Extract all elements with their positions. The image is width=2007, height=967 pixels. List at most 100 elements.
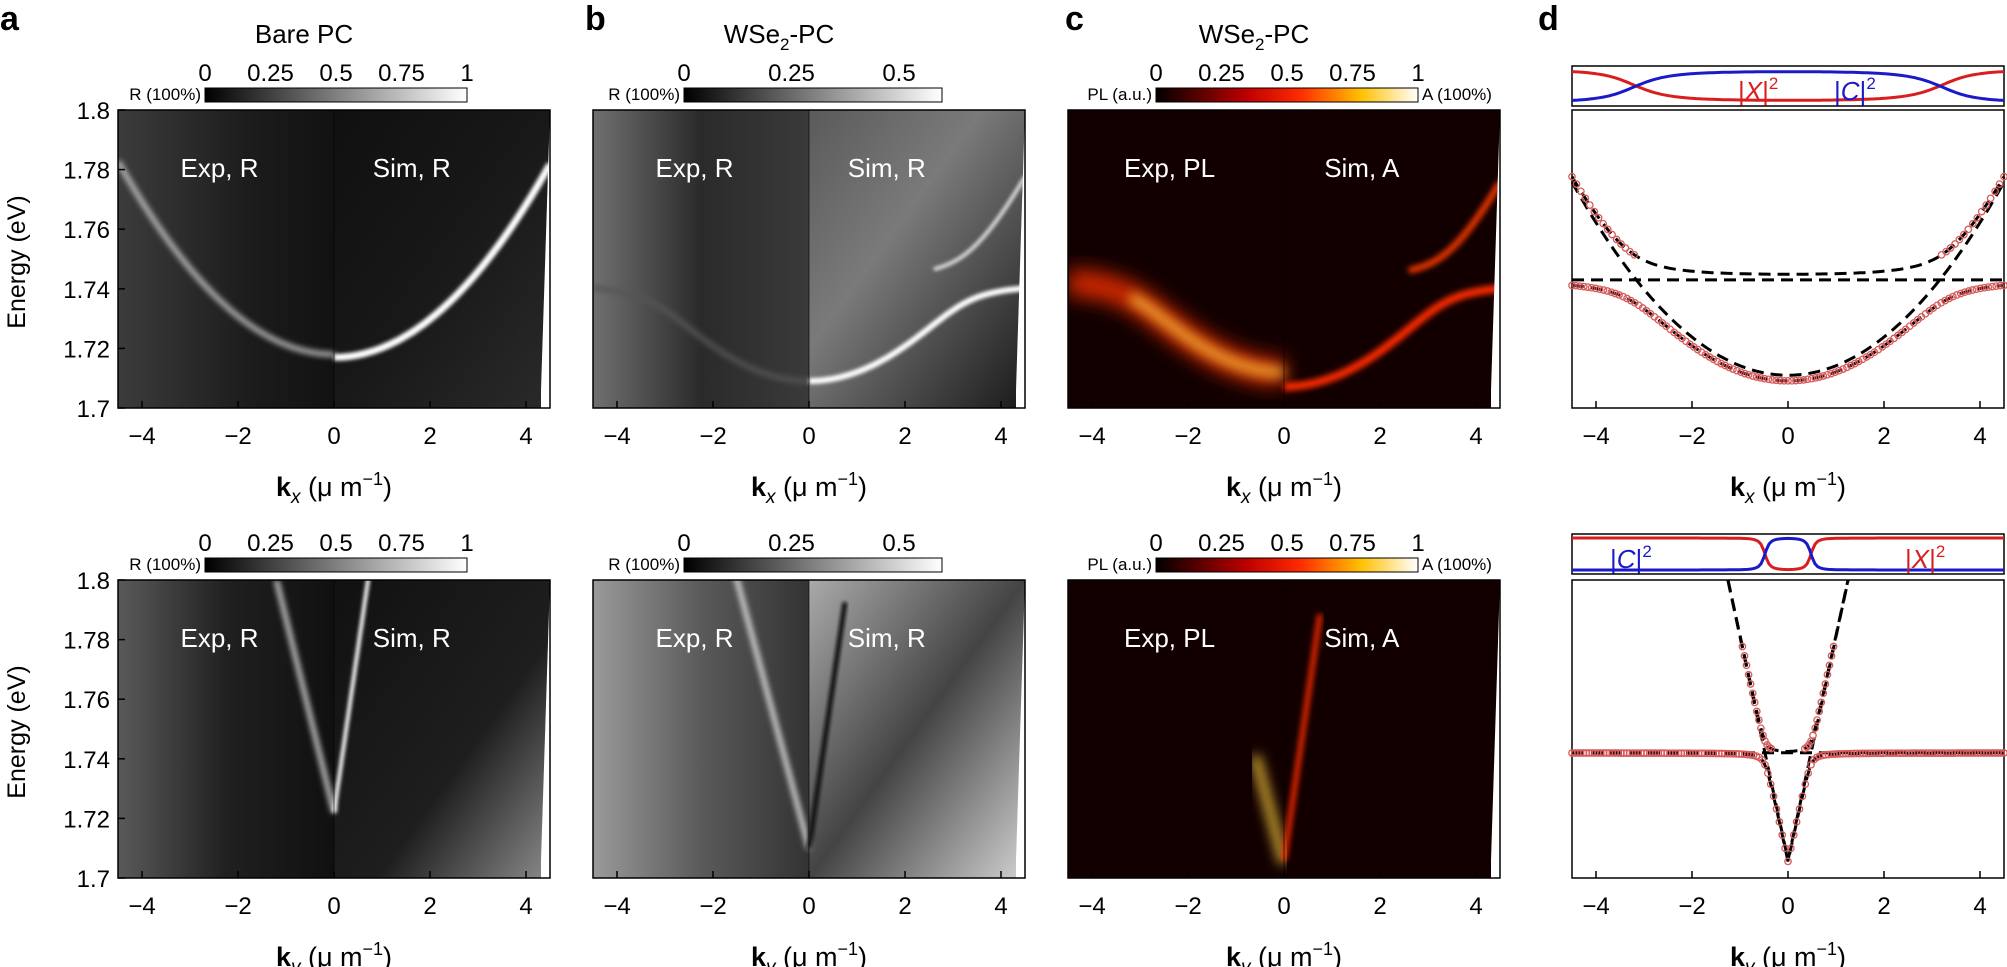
x-tick-label: −4 (603, 423, 630, 450)
data-point (1980, 283, 1989, 292)
data-point (1858, 355, 1867, 364)
colorbar-tick: 0.5 (1270, 60, 1303, 87)
data-point (1709, 355, 1718, 364)
data-point (1703, 749, 1712, 758)
data-point (1643, 749, 1651, 757)
data-point (1579, 282, 1588, 291)
data-point (1630, 250, 1639, 259)
data-point (2000, 749, 2007, 757)
colorbar-label-left: R (100%) (129, 85, 201, 104)
data-point (1591, 284, 1600, 293)
data-point (1686, 749, 1694, 758)
data-point (1594, 213, 1603, 222)
x-tick-label: −2 (224, 893, 251, 920)
data-point (1862, 353, 1871, 361)
plot-d-ky (1568, 579, 2007, 866)
panel-letter-b: b (585, 0, 606, 38)
data-point (1803, 375, 1812, 384)
colorbar-tick: 0.25 (1198, 60, 1245, 87)
data-point (1861, 749, 1870, 758)
colorbar-tick: 0.5 (882, 530, 915, 557)
data-point (1583, 283, 1592, 291)
label-photon-fraction: |C|2 (1834, 74, 1876, 106)
data-point (1854, 357, 1863, 366)
data-point (1645, 749, 1654, 757)
data-point (1784, 376, 1792, 385)
colorbar-tick: 0.75 (378, 60, 425, 87)
colorbar-tick: 0 (677, 60, 690, 87)
x-tick-label: −2 (1174, 423, 1201, 450)
data-point (1787, 844, 1795, 853)
data-point (1819, 372, 1828, 380)
y-tick-label: 1.8 (77, 568, 110, 595)
data-point (1844, 749, 1853, 758)
data-point (1657, 749, 1666, 757)
xlabel: kx (μ m−1) (1730, 469, 1846, 508)
data-point (1815, 707, 1824, 716)
x-tick-label: 2 (1373, 893, 1386, 920)
colorbar-tick: 0 (198, 530, 211, 557)
axes-a-kx: −4 −2 0 2 4 1.8 1.78 1.76 1.74 1.72 1.7 kx (μ m−1) (63, 98, 551, 508)
data-point (1795, 376, 1804, 385)
data-point (1577, 187, 1585, 196)
data-point (1715, 749, 1723, 758)
data-point (1721, 361, 1730, 370)
data-point (1831, 368, 1839, 377)
data-point (1996, 281, 2004, 290)
data-point (1761, 737, 1769, 745)
heatmap-a-ky (118, 580, 550, 878)
label-exp: Exp, R (656, 623, 734, 653)
y-tick-label: 1.76 (63, 687, 110, 714)
axes-a-ky: −4 −2 0 2 4 1.8 1.78 1.76 1.74 1.72 1.7 ky (μ m−1) (63, 568, 551, 967)
colorbar-tick: 1 (460, 530, 473, 557)
data-point (1599, 286, 1608, 294)
x-tick-label: 4 (994, 423, 1007, 450)
data-point (1974, 749, 1982, 757)
data-point (1700, 749, 1709, 758)
data-point (1602, 749, 1611, 757)
data-point (1982, 201, 1991, 209)
data-point (1627, 296, 1635, 305)
data-point (1984, 283, 1993, 291)
data-point (1767, 744, 1776, 753)
data-point (1568, 172, 1576, 181)
colorbar-tick: 0.75 (1329, 530, 1376, 557)
data-point (1776, 376, 1784, 385)
xlabel: kx (μ m−1) (751, 469, 867, 508)
data-point (1953, 291, 1961, 299)
data-point (1827, 652, 1836, 660)
data-point (1991, 187, 1999, 196)
colorbar-label-left: PL (a.u.) (1087, 85, 1152, 104)
data-point (1748, 372, 1757, 380)
data-point (1628, 749, 1637, 757)
panel-letter-d: d (1538, 0, 1559, 38)
colorbar-gradient (683, 557, 943, 573)
data-point (1809, 731, 1817, 740)
data-point (1752, 373, 1761, 381)
data-point (1988, 749, 1997, 757)
label-sim: Sim, A (1324, 153, 1400, 183)
colorbar-tick: 0.5 (319, 60, 352, 87)
data-point (1997, 749, 2005, 757)
data-point (1725, 363, 1733, 372)
data-point (1807, 374, 1816, 383)
x-tick-label: −4 (1078, 423, 1105, 450)
data-point (1988, 282, 1997, 291)
data-point (1701, 350, 1710, 359)
data-point (1829, 642, 1838, 651)
data-point (1717, 359, 1726, 368)
data-point (1931, 749, 1939, 757)
data-point (1968, 219, 1977, 228)
data-point (1744, 670, 1753, 679)
y-tick-label: 1.8 (77, 98, 110, 125)
data-point (1798, 792, 1807, 801)
colorbar-gradient (204, 557, 468, 573)
x-tick-label: −4 (1078, 893, 1105, 920)
panel-letter-a: a (0, 0, 20, 38)
data-point (1603, 287, 1612, 295)
x-tick-label: 2 (1877, 893, 1890, 920)
colorbar-tick: 0.25 (247, 60, 294, 87)
label-exp: Exp, R (656, 153, 734, 183)
data-point (1977, 207, 1986, 216)
photon-line (1570, 181, 2006, 377)
